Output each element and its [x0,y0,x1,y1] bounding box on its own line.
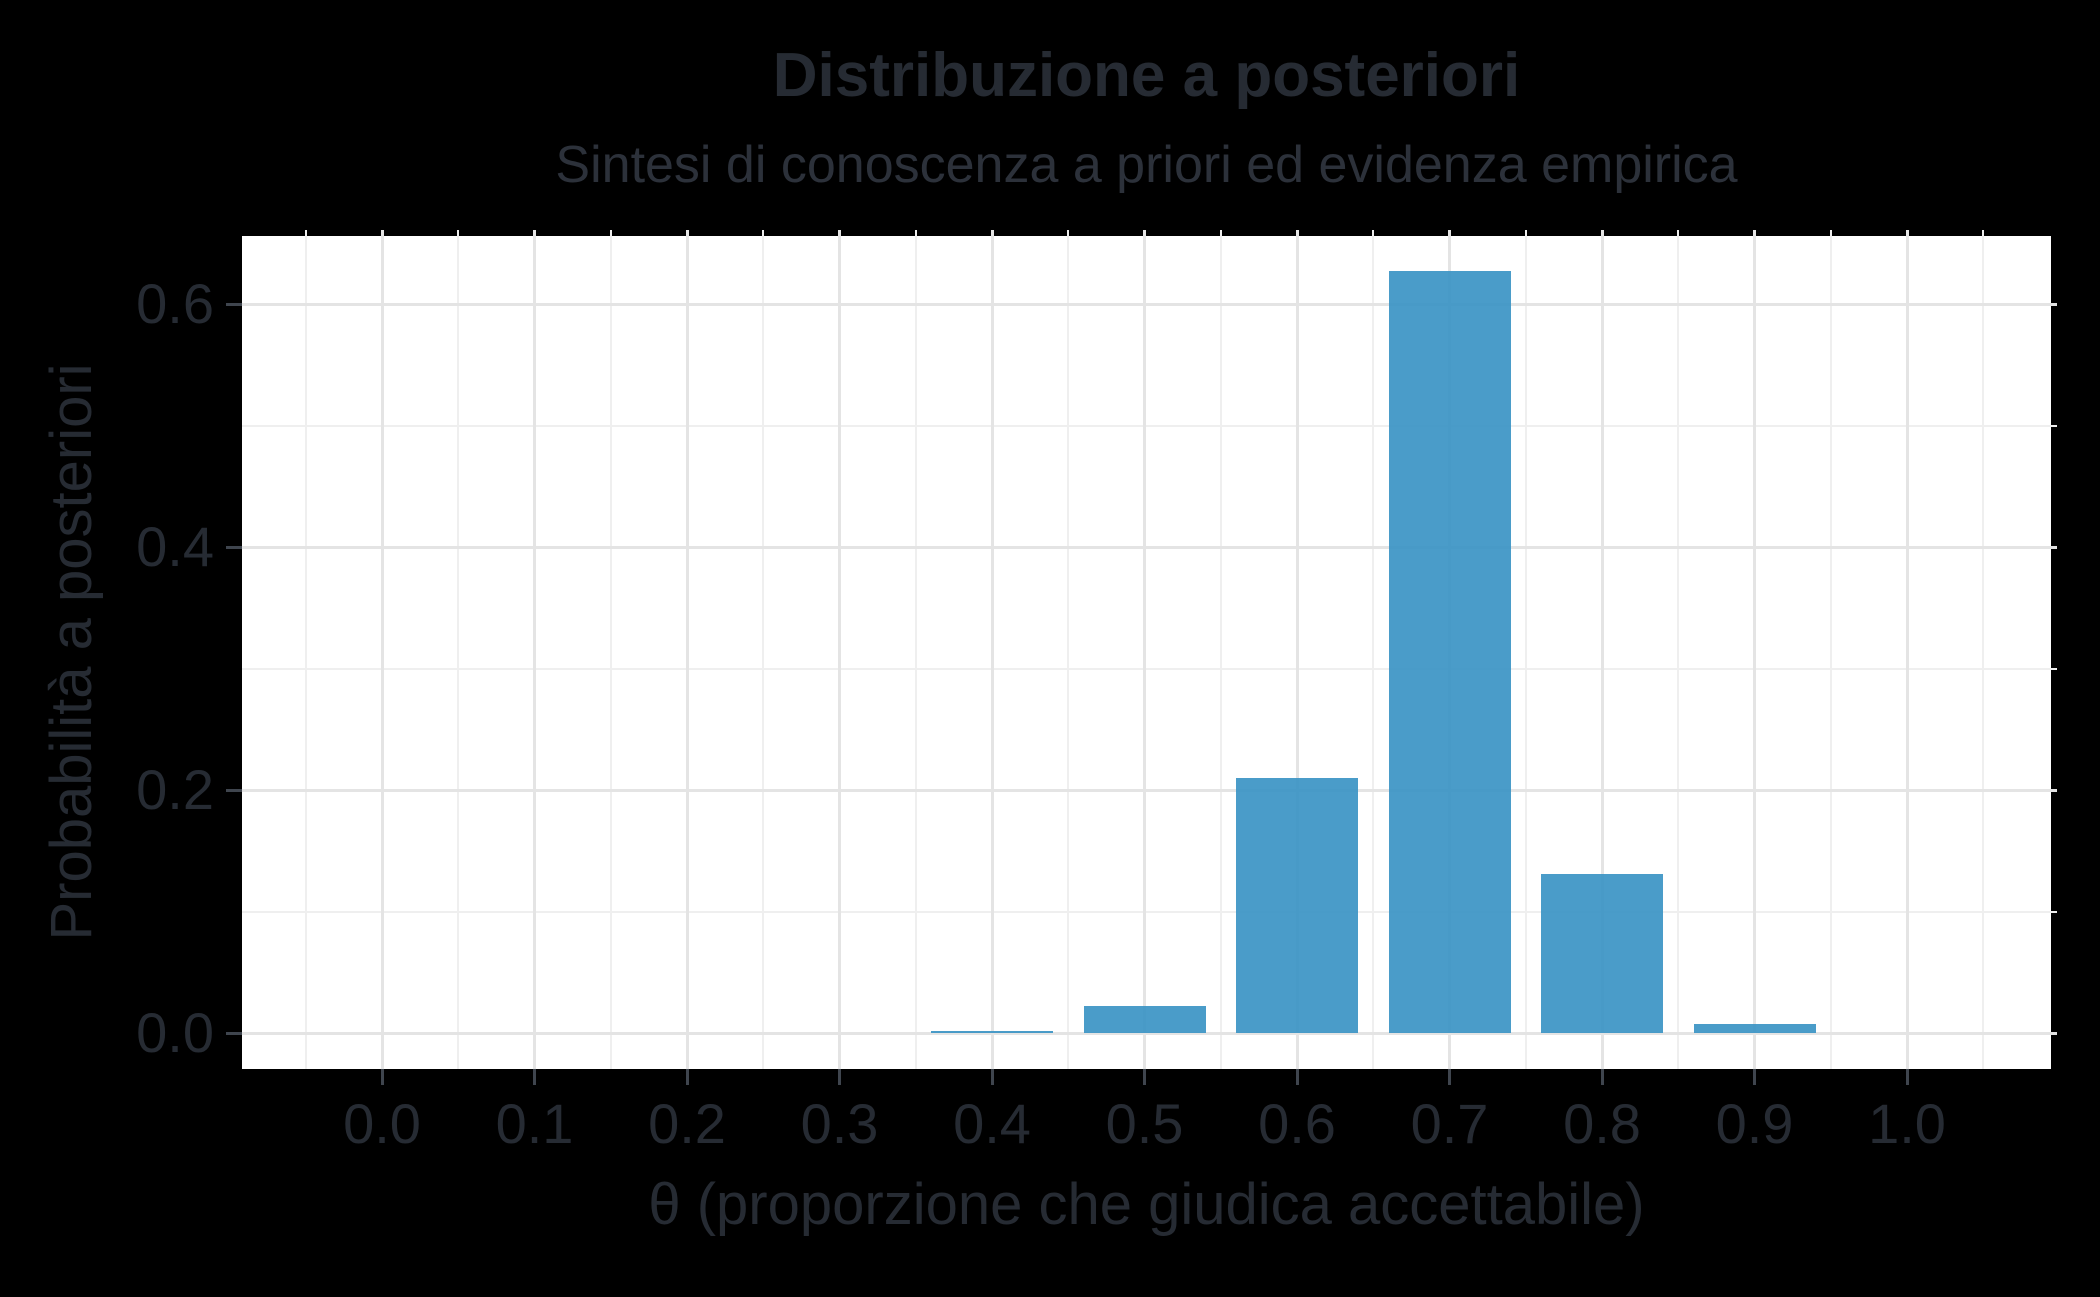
plot-panel [242,230,2057,1069]
bar [1388,271,1511,1033]
x-tick-mark [1753,1069,1756,1085]
x-tick-mark [838,1069,841,1085]
x-tick-label: 0.3 [800,1092,879,1155]
x-tick-mark [990,1069,994,1085]
y-axis-title: Probabilità a posteriori [39,363,104,941]
x-tick-label: 0.4 [953,1092,1031,1155]
gridline-minor-vertical [1219,230,1222,1069]
bar [1693,1024,1816,1033]
gridline-minor-vertical [1067,230,1070,1069]
x-tick-label: 0.5 [1105,1092,1184,1155]
gridline-minor-vertical [762,230,765,1069]
y-tick-label: 0.6 [136,272,214,335]
x-tick-label: 0.1 [495,1092,574,1155]
bars-layer [242,236,2051,1069]
x-tick-label: 0.0 [343,1092,421,1155]
grid-layer [242,230,2057,1069]
gridline-minor-horizontal [242,424,2057,427]
y-tick-mark [226,788,242,792]
y-tick-label: 0.4 [136,515,214,578]
bar [1236,777,1358,1033]
gridline-minor-horizontal [242,667,2057,670]
y-tick-mark [226,1031,242,1035]
gridline-minor-vertical [1829,230,1832,1069]
x-tick-mark [1905,1069,1909,1085]
gridline-major-vertical [685,230,689,1069]
y-tick-label: 0.0 [136,1001,214,1064]
gridline-minor-vertical [1372,230,1375,1069]
gridline-major-vertical [1295,230,1299,1069]
bar [1541,873,1663,1033]
x-tick-label: 0.2 [648,1092,726,1155]
gridline-major-horizontal [242,1031,2057,1035]
x-tick-label: 0.6 [1258,1092,1336,1155]
chart-title: Distribuzione a posteriori [772,41,1521,110]
gridline-minor-vertical [304,230,307,1069]
chart-subtitle: Sintesi di conoscenza a priori ed eviden… [555,136,1738,194]
gridline-major-vertical [1143,230,1146,1069]
gridline-major-vertical [1600,230,1604,1069]
gridline-minor-vertical [457,230,460,1069]
bar [931,1030,1053,1033]
x-tick-mark [1448,1069,1451,1085]
x-tick-mark [1600,1069,1604,1085]
x-axis-title: θ (proporzione che giudica accettabile) [648,1172,1645,1237]
x-tick-mark [380,1069,384,1085]
gridline-major-horizontal [242,788,2057,792]
gridline-major-vertical [838,230,841,1069]
gridline-minor-vertical [1677,230,1680,1069]
bar [1083,1006,1206,1033]
gridline-minor-horizontal [242,910,2057,913]
gridline-minor-vertical [914,230,917,1069]
gridline-major-vertical [990,230,994,1069]
x-tick-label: 1.0 [1868,1092,1946,1155]
x-tick-label: 0.9 [1715,1092,1794,1155]
x-tick-mark [1143,1069,1146,1085]
gridline-major-horizontal [242,545,2057,549]
gridline-major-vertical [1905,230,1909,1069]
x-tick-label: 0.8 [1563,1092,1641,1155]
gridline-major-vertical [533,230,536,1069]
x-tick-mark [533,1069,536,1085]
x-tick-mark [1295,1069,1299,1085]
x-tick-label: 0.7 [1410,1092,1489,1155]
gridline-major-horizontal [242,302,2057,306]
y-tick-label: 0.2 [136,758,214,821]
gridline-minor-vertical [1524,230,1527,1069]
gridline-minor-vertical [609,230,612,1069]
gridline-major-vertical [380,230,384,1069]
gridline-minor-vertical [1982,230,1985,1069]
gridline-major-vertical [1753,230,1756,1069]
y-tick-mark [226,545,242,549]
y-tick-mark [226,302,242,306]
x-tick-mark [685,1069,689,1085]
